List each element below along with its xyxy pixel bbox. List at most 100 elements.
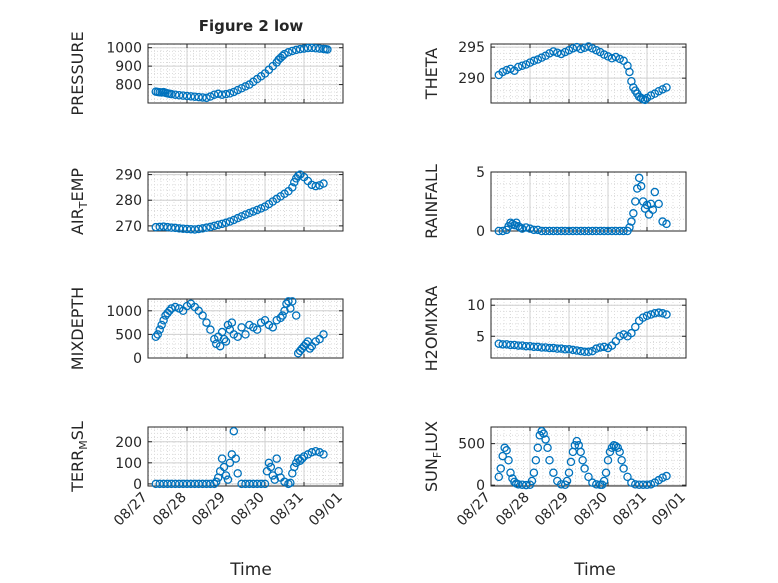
data-point [537, 426, 546, 436]
data-point [627, 328, 636, 338]
data-point [194, 224, 203, 234]
data-point [297, 454, 307, 463]
data-point [629, 209, 638, 218]
data-point [241, 210, 250, 219]
data-point [288, 46, 297, 56]
data-point [182, 91, 192, 101]
data-point [650, 187, 660, 197]
data-point [525, 224, 535, 233]
sun-flux-y-axis-label: SUNFLUX [422, 421, 444, 492]
data-point [521, 60, 531, 69]
data-point [167, 223, 176, 232]
data-point [159, 222, 168, 231]
data-point [276, 313, 285, 323]
data-point [537, 53, 546, 62]
data-point [560, 47, 570, 57]
air-temp-axes-box [147, 171, 344, 232]
data-point [311, 446, 320, 456]
data-point [611, 441, 621, 451]
data-point [514, 62, 523, 72]
data-point [642, 200, 652, 210]
data-point [323, 45, 332, 54]
subplot-rainfall: 0 5 RAINFALL [422, 164, 687, 240]
data-point [206, 92, 215, 101]
data-point [229, 426, 239, 436]
data-point [588, 44, 597, 53]
data-point [233, 213, 242, 223]
data-point [252, 205, 262, 215]
data-point [615, 447, 624, 457]
data-point [289, 462, 299, 472]
data-point [206, 325, 215, 334]
data-point [545, 455, 554, 465]
data-point [249, 207, 258, 216]
y-tick-label: 295 [458, 40, 485, 56]
data-point [219, 462, 229, 472]
data-point [291, 311, 301, 320]
data-point [603, 455, 613, 465]
data-point [268, 323, 278, 332]
data-point [286, 478, 295, 488]
data-point [572, 436, 582, 446]
data-point [592, 45, 601, 55]
theta-axes-box [490, 43, 687, 104]
data-point [311, 43, 320, 53]
data-point [611, 52, 621, 62]
terr-msl-axes-box [147, 426, 344, 487]
sun-flux-axes-box [490, 426, 687, 487]
y-tick-label: 10 [467, 298, 485, 314]
y-tick-label: 200 [115, 435, 142, 451]
data-point [533, 225, 543, 235]
x-axis-label-left: Time [229, 560, 272, 580]
y-tick-label: 290 [458, 71, 485, 87]
data-point [237, 84, 246, 93]
data-point [580, 464, 589, 473]
data-point [233, 85, 242, 95]
data-point [163, 222, 172, 232]
data-point [584, 472, 593, 482]
y-tick-label: 1000 [106, 304, 142, 320]
data-point [198, 224, 207, 233]
data-point [202, 223, 211, 232]
data-point [572, 346, 582, 355]
data-point [662, 83, 671, 92]
data-point [151, 332, 161, 342]
data-point [171, 302, 180, 312]
data-point [233, 469, 242, 478]
data-point [529, 56, 539, 66]
data-point [521, 223, 531, 232]
data-point [662, 219, 671, 229]
data-point [543, 443, 552, 453]
terr-msl-y-axis-label: TERRMSL [68, 421, 90, 493]
data-point [516, 223, 525, 232]
data-point [578, 455, 587, 465]
data-point [270, 475, 279, 484]
data-point [211, 477, 221, 487]
data-point [225, 217, 235, 226]
data-point [592, 480, 601, 489]
y-tick-label: 0 [133, 351, 142, 367]
pressure-series [151, 43, 332, 103]
y-tick-label: 900 [115, 59, 142, 75]
data-point [153, 330, 162, 339]
data-point [237, 323, 246, 332]
data-point [278, 311, 287, 320]
data-point [219, 334, 229, 344]
data-point [521, 480, 531, 490]
data-point [241, 330, 250, 339]
subplot-mixdepth: 0 500 1000 MIXDEPTH [68, 287, 344, 370]
data-point [272, 454, 281, 463]
data-point [504, 455, 513, 465]
data-point [221, 89, 231, 99]
terr-msl-plot-area [148, 427, 343, 486]
data-point [642, 311, 652, 321]
data-point [210, 479, 219, 489]
data-point [165, 306, 174, 316]
data-point [202, 93, 211, 103]
data-point [599, 342, 609, 352]
data-point [225, 89, 235, 98]
data-point [268, 471, 278, 480]
data-point [541, 435, 550, 444]
data-point [229, 215, 239, 225]
